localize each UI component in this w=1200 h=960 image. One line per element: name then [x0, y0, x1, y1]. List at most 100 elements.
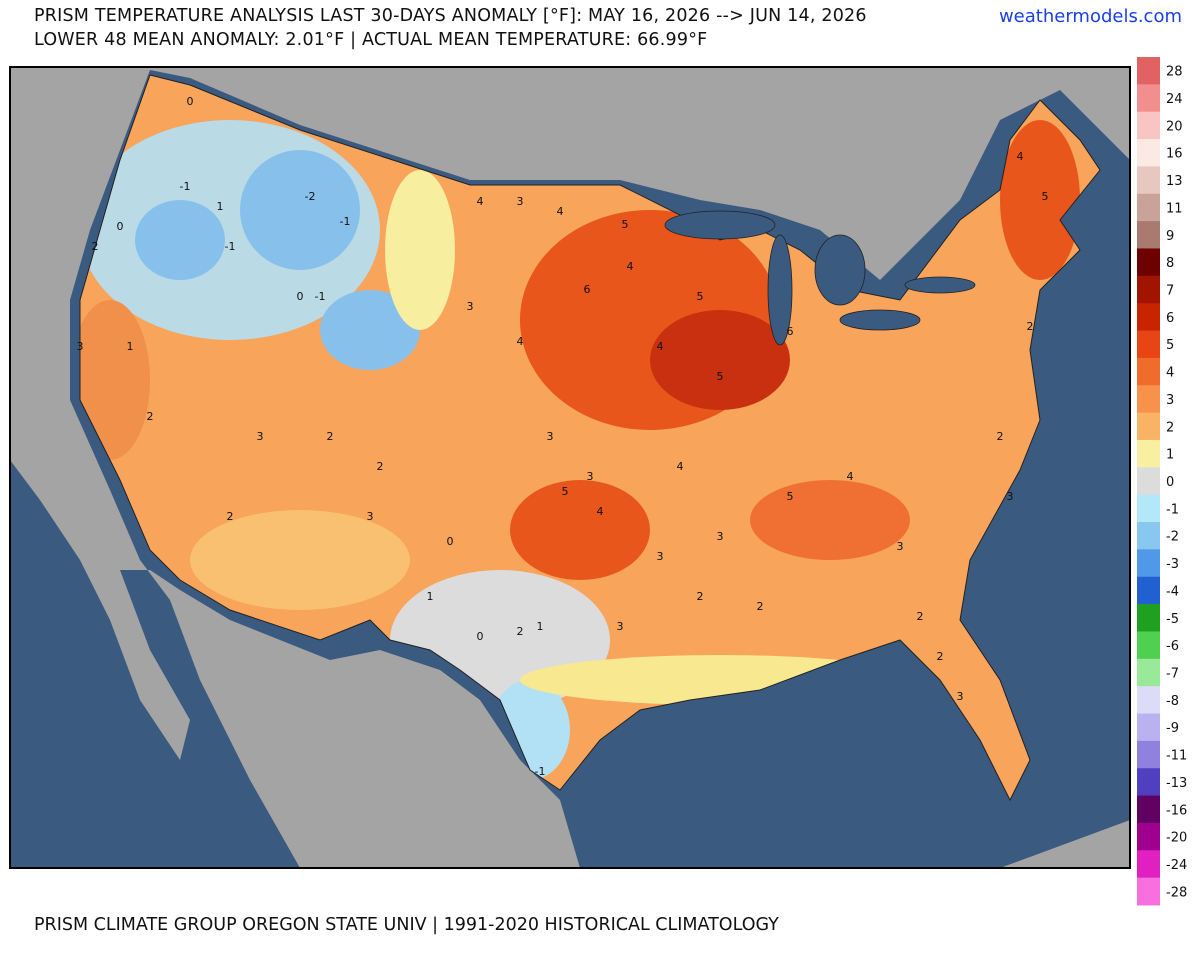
legend-swatch — [1137, 822, 1160, 851]
anomaly-label: 2 — [327, 430, 334, 443]
anomaly-label: 5 — [622, 218, 629, 231]
anomaly-label: 5 — [562, 485, 569, 498]
anomaly-label: 1 — [427, 590, 434, 603]
legend-label: -24 — [1166, 858, 1187, 873]
us-outline — [79, 74, 1101, 801]
legend-swatch — [1137, 576, 1160, 605]
anomaly-label: 5 — [717, 370, 724, 383]
anomaly-label: 4 — [657, 340, 664, 353]
legend-label: 24 — [1166, 92, 1183, 107]
legend-label: 2 — [1166, 420, 1174, 435]
anomaly-label: 5 — [697, 290, 704, 303]
anomaly-label: 3 — [467, 300, 474, 313]
anomaly-label: 3 — [617, 620, 624, 633]
legend-swatch — [1137, 57, 1160, 85]
legend-swatch — [1137, 357, 1160, 386]
legend-swatch — [1137, 412, 1160, 441]
anomaly-label: 3 — [897, 540, 904, 553]
anomaly-label: 1 — [217, 200, 224, 213]
legend-label: -2 — [1166, 530, 1179, 545]
map-frame — [9, 66, 1131, 869]
legend-label: 20 — [1166, 119, 1183, 134]
title: PRISM TEMPERATURE ANALYSIS LAST 30-DAYS … — [34, 6, 867, 26]
anomaly-label: 4 — [597, 505, 604, 518]
legend-label: 8 — [1166, 256, 1174, 271]
anomaly-label: 3 — [957, 690, 964, 703]
legend-label: -11 — [1166, 749, 1187, 764]
legend-label: -1 — [1166, 502, 1179, 517]
anomaly-field — [80, 120, 1080, 780]
anomaly-label: 2 — [697, 590, 704, 603]
legend-label: 3 — [1166, 393, 1174, 408]
legend-label: 16 — [1166, 147, 1183, 162]
anomaly-label: 2 — [937, 650, 944, 663]
anomaly-label: 1 — [127, 340, 134, 353]
anomaly-label: 2 — [757, 600, 764, 613]
anomaly-label: 4 — [847, 470, 854, 483]
anomaly-label: 2 — [92, 240, 99, 253]
subtitle: LOWER 48 MEAN ANOMALY: 2.01°F | ACTUAL M… — [34, 30, 708, 50]
anomaly-label: 4 — [677, 460, 684, 473]
legend-label: -4 — [1166, 584, 1179, 599]
anomaly-label: 4 — [477, 195, 484, 208]
legend-swatch — [1137, 467, 1160, 496]
anomaly-label: 0 — [187, 95, 194, 108]
anomaly-label: 5 — [787, 490, 794, 503]
anomaly-label: 3 — [77, 340, 84, 353]
land — [10, 67, 1130, 868]
legend-label: -28 — [1166, 885, 1187, 900]
anomaly-label: -1 — [315, 290, 326, 303]
anomaly-label: 2 — [227, 510, 234, 523]
anomaly-label: 0 — [477, 630, 484, 643]
legend-label: 6 — [1166, 311, 1174, 326]
legend-label: -20 — [1166, 831, 1187, 846]
legend-label: 4 — [1166, 366, 1174, 381]
legend-label: 11 — [1166, 201, 1183, 216]
site-link[interactable]: weathermodels.com — [998, 6, 1182, 27]
anomaly-label: 2 — [1027, 320, 1034, 333]
legend-swatch — [1137, 522, 1160, 550]
legend-label: -8 — [1166, 694, 1179, 709]
anomaly-label: 3 — [1007, 490, 1014, 503]
legend-swatch — [1137, 385, 1160, 414]
legend-label: -6 — [1166, 639, 1179, 654]
legend-label: 1 — [1166, 448, 1174, 463]
legend-swatch — [1137, 139, 1160, 167]
legend-swatch — [1137, 330, 1160, 359]
legend-swatch — [1137, 193, 1160, 222]
legend-swatch — [1137, 221, 1160, 249]
anomaly-label: 2 — [517, 625, 524, 638]
anomaly-label: 5 — [1042, 190, 1049, 203]
anomaly-label: 2 — [147, 410, 154, 423]
anomaly-label: 3 — [367, 510, 374, 523]
legend-swatch — [1137, 166, 1160, 195]
legend-label: -13 — [1166, 776, 1187, 791]
anomaly-label: -2 — [305, 190, 316, 203]
anomaly-label: 6 — [787, 325, 794, 338]
legend-label: -5 — [1166, 612, 1179, 627]
legend-label: 0 — [1166, 475, 1174, 490]
anomaly-label: 0 — [117, 220, 124, 233]
ocean — [10, 67, 1130, 868]
legend-swatch — [1137, 84, 1160, 113]
legend-swatch — [1137, 303, 1160, 332]
anomaly-label: 3 — [547, 430, 554, 443]
anomaly-label: 2 — [917, 610, 924, 623]
anomaly-label: -1 — [225, 240, 236, 253]
anomaly-label: 4 — [557, 205, 564, 218]
legend-label: -3 — [1166, 557, 1179, 572]
anomaly-label: 4 — [627, 260, 634, 273]
anomaly-label: 0 — [447, 535, 454, 548]
anomaly-label: 2 — [997, 430, 1004, 443]
legend-swatch — [1137, 658, 1160, 687]
legend-swatch — [1137, 275, 1160, 304]
anomaly-label: 6 — [584, 283, 591, 296]
footer: PRISM CLIMATE GROUP OREGON STATE UNIV | … — [34, 915, 779, 935]
legend-label: 28 — [1166, 65, 1183, 80]
legend-swatch — [1137, 248, 1160, 277]
legend-swatch — [1137, 604, 1160, 632]
legend-swatch — [1137, 877, 1160, 906]
anomaly-label: -1 — [180, 180, 191, 193]
